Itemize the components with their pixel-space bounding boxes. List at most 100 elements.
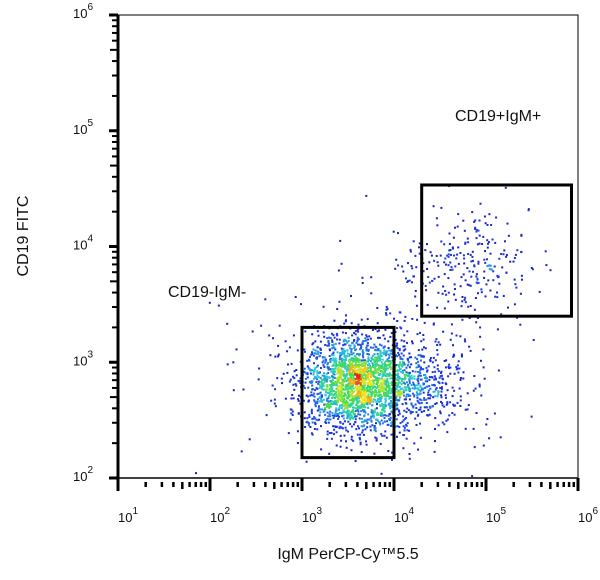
event-point xyxy=(359,393,362,396)
event-point xyxy=(482,444,485,447)
event-point xyxy=(344,392,346,395)
event-point xyxy=(381,365,384,368)
event-point xyxy=(327,397,330,400)
event-point xyxy=(361,408,364,411)
event-point xyxy=(369,429,372,432)
event-point xyxy=(441,386,443,389)
event-point xyxy=(240,450,243,453)
event-point xyxy=(331,393,334,396)
event-point xyxy=(356,433,359,436)
event-point xyxy=(360,375,363,378)
event-point xyxy=(388,354,391,357)
event-point xyxy=(290,412,293,415)
event-point xyxy=(467,241,470,244)
event-point xyxy=(386,373,389,376)
event-point xyxy=(352,387,355,390)
event-point xyxy=(260,324,263,327)
event-point xyxy=(337,417,340,420)
event-point xyxy=(284,397,287,400)
event-point xyxy=(361,369,364,371)
event-point xyxy=(316,372,319,374)
event-point xyxy=(347,390,350,393)
event-point xyxy=(360,359,363,362)
event-point xyxy=(324,403,327,406)
event-point xyxy=(384,401,387,404)
event-point xyxy=(357,390,360,393)
event-point xyxy=(395,399,398,402)
event-point xyxy=(381,370,384,373)
event-point xyxy=(410,402,413,405)
event-point xyxy=(314,389,317,392)
event-point xyxy=(401,387,404,390)
event-point xyxy=(403,429,406,432)
event-point xyxy=(333,358,336,361)
event-point xyxy=(314,366,317,369)
event-point xyxy=(370,370,373,373)
event-point xyxy=(359,433,362,436)
event-point xyxy=(375,422,377,425)
event-point xyxy=(478,383,481,386)
event-point xyxy=(333,347,336,350)
event-point xyxy=(404,376,406,379)
event-point xyxy=(335,360,337,363)
event-point xyxy=(432,396,435,399)
event-point xyxy=(424,387,426,389)
event-point xyxy=(338,338,341,341)
event-point xyxy=(479,202,482,205)
event-point xyxy=(388,387,391,390)
event-point xyxy=(416,396,419,399)
event-point xyxy=(411,370,414,373)
event-point xyxy=(325,405,328,408)
event-point xyxy=(371,404,374,407)
event-point xyxy=(466,267,469,270)
event-point xyxy=(409,248,412,251)
event-point xyxy=(448,249,451,252)
event-point xyxy=(466,283,469,286)
event-point xyxy=(333,413,336,416)
event-point xyxy=(397,381,400,384)
gate-1 xyxy=(420,183,574,318)
event-point xyxy=(342,344,345,347)
event-point xyxy=(437,393,440,396)
event-point xyxy=(402,447,405,450)
event-point xyxy=(497,369,500,372)
event-point xyxy=(453,389,456,392)
event-point xyxy=(349,391,352,393)
event-point xyxy=(351,401,354,404)
event-point xyxy=(321,388,324,391)
event-point xyxy=(365,339,368,342)
event-point xyxy=(356,392,359,395)
event-point xyxy=(335,383,338,385)
event-point xyxy=(318,397,321,399)
event-point xyxy=(311,343,314,346)
event-point xyxy=(490,268,493,271)
event-point xyxy=(302,399,305,402)
event-point xyxy=(379,390,382,393)
event-point xyxy=(328,407,331,410)
event-point xyxy=(425,385,428,388)
event-point xyxy=(426,303,429,306)
event-point xyxy=(355,396,358,399)
event-point xyxy=(519,292,522,295)
event-point xyxy=(349,381,352,384)
event-point xyxy=(390,390,393,392)
event-point xyxy=(329,361,332,363)
event-point xyxy=(320,394,323,397)
event-point xyxy=(376,403,378,406)
event-point xyxy=(341,372,344,375)
event-point xyxy=(332,373,335,376)
event-point xyxy=(293,388,296,391)
event-point xyxy=(410,411,413,414)
event-point xyxy=(362,393,365,396)
event-point xyxy=(413,442,416,445)
event-point xyxy=(314,403,317,406)
event-point xyxy=(318,386,321,389)
event-point xyxy=(374,345,377,348)
event-point xyxy=(397,389,400,392)
event-point xyxy=(447,255,450,258)
event-point xyxy=(344,385,347,388)
event-point xyxy=(460,305,463,308)
event-point xyxy=(401,365,404,368)
event-point xyxy=(359,413,362,416)
event-point xyxy=(345,384,348,387)
